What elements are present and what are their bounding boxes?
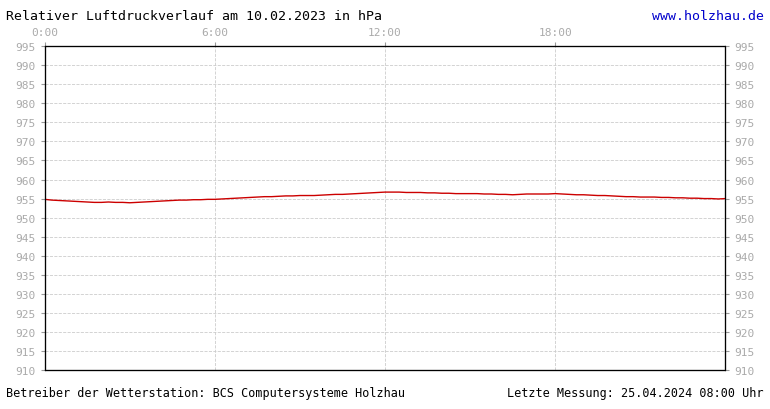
Text: Letzte Messung: 25.04.2024 08:00 Uhr: Letzte Messung: 25.04.2024 08:00 Uhr bbox=[507, 386, 764, 399]
Text: Betreiber der Wetterstation: BCS Computersysteme Holzhau: Betreiber der Wetterstation: BCS Compute… bbox=[6, 386, 405, 399]
Text: Relativer Luftdruckverlauf am 10.02.2023 in hPa: Relativer Luftdruckverlauf am 10.02.2023… bbox=[6, 10, 382, 23]
Text: www.holzhau.de: www.holzhau.de bbox=[652, 10, 764, 23]
